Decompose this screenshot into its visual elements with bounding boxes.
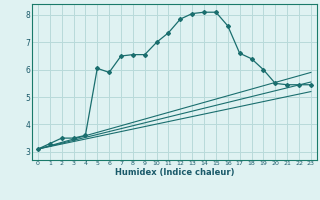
X-axis label: Humidex (Indice chaleur): Humidex (Indice chaleur) bbox=[115, 168, 234, 177]
